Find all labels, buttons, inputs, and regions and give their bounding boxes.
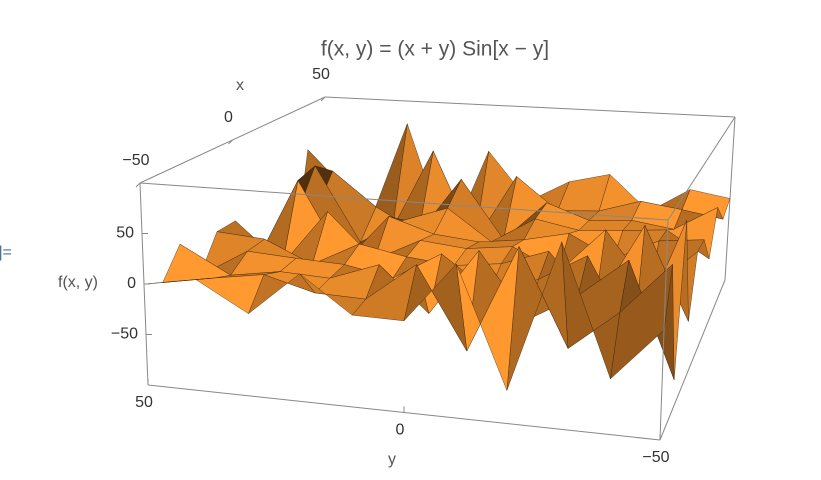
box-edge xyxy=(667,116,736,221)
cell-label: ]= xyxy=(0,244,12,261)
y-tick-label: 50 xyxy=(135,394,153,411)
box-edge xyxy=(139,182,669,221)
z-tick-label: 0 xyxy=(127,275,136,292)
chart-title: f(x, y) = (x + y) Sin[x − y] xyxy=(321,38,549,61)
x-axis-label: x xyxy=(236,77,244,94)
x-tick xyxy=(228,139,233,145)
x-tick-label: 0 xyxy=(224,109,233,126)
box-edge xyxy=(659,219,669,441)
x-tick xyxy=(320,96,326,102)
x-tick-label: −50 xyxy=(122,152,149,169)
z-tick-label: 50 xyxy=(116,225,134,242)
box-edge xyxy=(324,96,736,118)
z-axis-label: f(x, y) xyxy=(58,274,98,291)
y-axis-label: y xyxy=(388,451,396,468)
box-edge xyxy=(659,279,726,441)
x-tick xyxy=(135,182,141,188)
surface-patch xyxy=(143,277,214,285)
z-tick-label: −50 xyxy=(111,326,138,343)
y-tick-label: −50 xyxy=(642,449,669,466)
y-tick-label: 0 xyxy=(396,422,405,439)
x-tick-label: 50 xyxy=(312,66,330,83)
